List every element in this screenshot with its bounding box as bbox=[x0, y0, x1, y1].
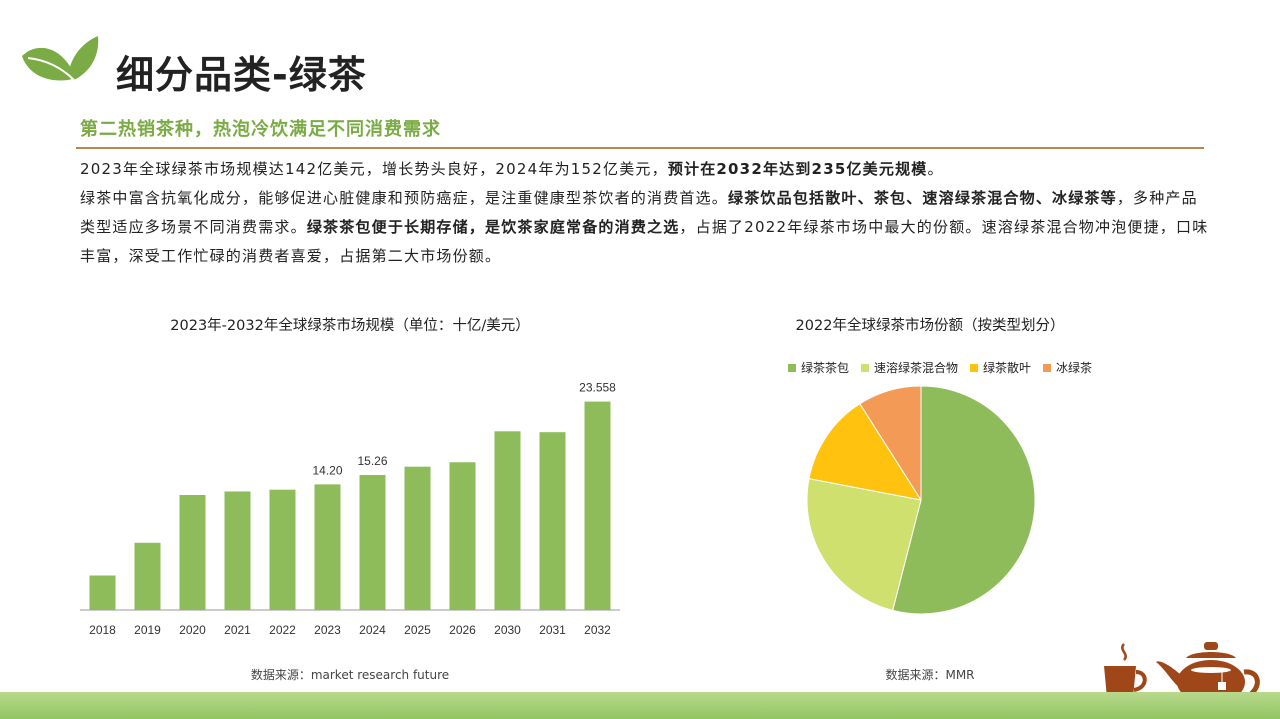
x-tick-label: 2025 bbox=[404, 623, 431, 637]
legend-swatch bbox=[787, 363, 796, 372]
legend-label: 绿茶茶包 bbox=[800, 361, 849, 375]
legend-item: 冰绿茶 bbox=[1043, 359, 1092, 376]
x-tick-label: 2019 bbox=[134, 623, 161, 637]
text-span: 2023年全球绿茶市场规模达142亿美元，增长势头良好，2024年为152亿美元… bbox=[80, 160, 668, 178]
legend-item: 速溶绿茶混合物 bbox=[860, 359, 958, 376]
data-label: 14.20 bbox=[312, 463, 342, 477]
bar bbox=[269, 489, 296, 610]
paragraph-line-1: 2023年全球绿茶市场规模达142亿美元，增长势头良好，2024年为152亿美元… bbox=[80, 155, 1210, 184]
bold-text: 绿茶茶包便于长期存储，是饮茶家庭常备的消费之选 bbox=[306, 218, 680, 236]
paragraph-line-2: 绿茶中富含抗氧化成分，能够促进心脏健康和预防癌症，是注重健康型茶饮者的消费首选。… bbox=[80, 184, 1210, 271]
x-tick-label: 2032 bbox=[584, 623, 611, 637]
bar bbox=[224, 491, 251, 610]
x-tick-label: 2020 bbox=[179, 623, 206, 637]
legend-item: 绿茶茶包 bbox=[787, 359, 849, 376]
legend-swatch bbox=[970, 363, 978, 372]
legend-label: 速溶绿茶混合物 bbox=[873, 361, 958, 375]
x-tick-label: 2030 bbox=[494, 623, 521, 637]
bar bbox=[584, 401, 611, 610]
body-paragraph: 2023年全球绿茶市场规模达142亿美元，增长势头良好，2024年为152亿美元… bbox=[80, 155, 1210, 271]
bold-text: 绿茶饮品包括散叶、茶包、速溶绿茶混合物、冰绿茶等 bbox=[728, 189, 1117, 207]
bar bbox=[134, 542, 161, 610]
pie-chart-title: 2022年全球绿茶市场份额（按类型划分） bbox=[795, 318, 1065, 334]
bar-chart-source: 数据来源：market research future bbox=[250, 668, 450, 682]
legend-label: 冰绿茶 bbox=[1056, 361, 1093, 375]
pie-slice bbox=[859, 385, 922, 502]
bar-chart: 2018 2019 2020 2021 2022 2023 14.20 2024 15.26 20… bbox=[80, 381, 620, 637]
bar bbox=[494, 431, 521, 610]
data-label: 15.26 bbox=[357, 454, 387, 468]
bar bbox=[359, 475, 386, 610]
x-tick-label: 2024 bbox=[359, 623, 386, 637]
bar bbox=[449, 462, 476, 610]
x-tick-label: 2022 bbox=[269, 623, 296, 637]
bar bbox=[89, 575, 116, 610]
x-tick-label: 2021 bbox=[224, 623, 251, 637]
text-span: ，占据了2022年绿茶市场中最大的份额。速溶绿茶混合物冲泡便捷，口味丰富，深受工… bbox=[80, 218, 1209, 265]
text-span: ，多种产品类型适应多场景不同消费需求。 bbox=[80, 189, 1198, 236]
text-span: 绿茶中富含抗氧化成分，能够促进心脏健康和预防癌症，是注重健康型茶饮者的消费首选。 bbox=[80, 189, 729, 207]
text-span: 。 bbox=[927, 160, 944, 178]
legend-item: 绿茶散叶 bbox=[970, 359, 1031, 376]
leaf-logo-icon bbox=[22, 36, 99, 81]
x-tick-label: 2031 bbox=[539, 623, 566, 637]
bar bbox=[404, 466, 431, 610]
bar bbox=[539, 432, 566, 610]
pie-slice bbox=[892, 385, 1036, 615]
pie-chart-source: 数据来源：MMR bbox=[885, 668, 975, 682]
data-label: 23.558 bbox=[579, 381, 616, 395]
pie-slice bbox=[808, 403, 923, 501]
x-tick-label: 2023 bbox=[314, 623, 341, 637]
pie-chart bbox=[806, 385, 1036, 615]
x-tick-label: 2018 bbox=[89, 623, 116, 637]
bar-chart-title: 2023年-2032年全球绿茶市场规模（单位：十亿/美元） bbox=[170, 318, 530, 334]
legend-swatch bbox=[1043, 363, 1052, 372]
pie-slice bbox=[806, 478, 922, 612]
bar bbox=[314, 484, 341, 610]
bold-text: 预计在2032年达到235亿美元规模 bbox=[667, 160, 928, 178]
x-tick-label: 2026 bbox=[449, 623, 476, 637]
legend-label: 绿茶散叶 bbox=[983, 361, 1032, 375]
legend-swatch bbox=[860, 363, 869, 372]
pie-legend: 绿茶茶包 速溶绿茶混合物 绿茶散叶 冰绿茶 bbox=[760, 359, 1120, 376]
divider bbox=[76, 147, 1204, 149]
page-subtitle: 第二热销茶种，热泡冷饮满足不同消费需求 bbox=[80, 119, 441, 140]
footer-band bbox=[0, 692, 1280, 719]
page-title: 细分品类-绿茶 bbox=[116, 53, 367, 97]
bar bbox=[179, 495, 206, 610]
